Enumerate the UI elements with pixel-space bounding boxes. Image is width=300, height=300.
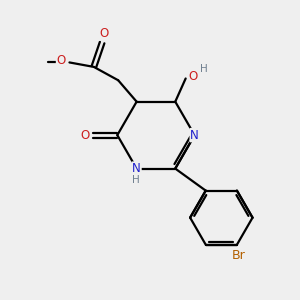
Text: N: N bbox=[190, 129, 199, 142]
Text: O: O bbox=[80, 129, 89, 142]
Text: H: H bbox=[133, 175, 140, 185]
Text: Br: Br bbox=[232, 250, 245, 262]
Text: O: O bbox=[188, 70, 198, 83]
Text: N: N bbox=[132, 162, 141, 175]
Text: O: O bbox=[99, 27, 108, 40]
Text: O: O bbox=[56, 54, 66, 67]
Text: H: H bbox=[200, 64, 208, 74]
